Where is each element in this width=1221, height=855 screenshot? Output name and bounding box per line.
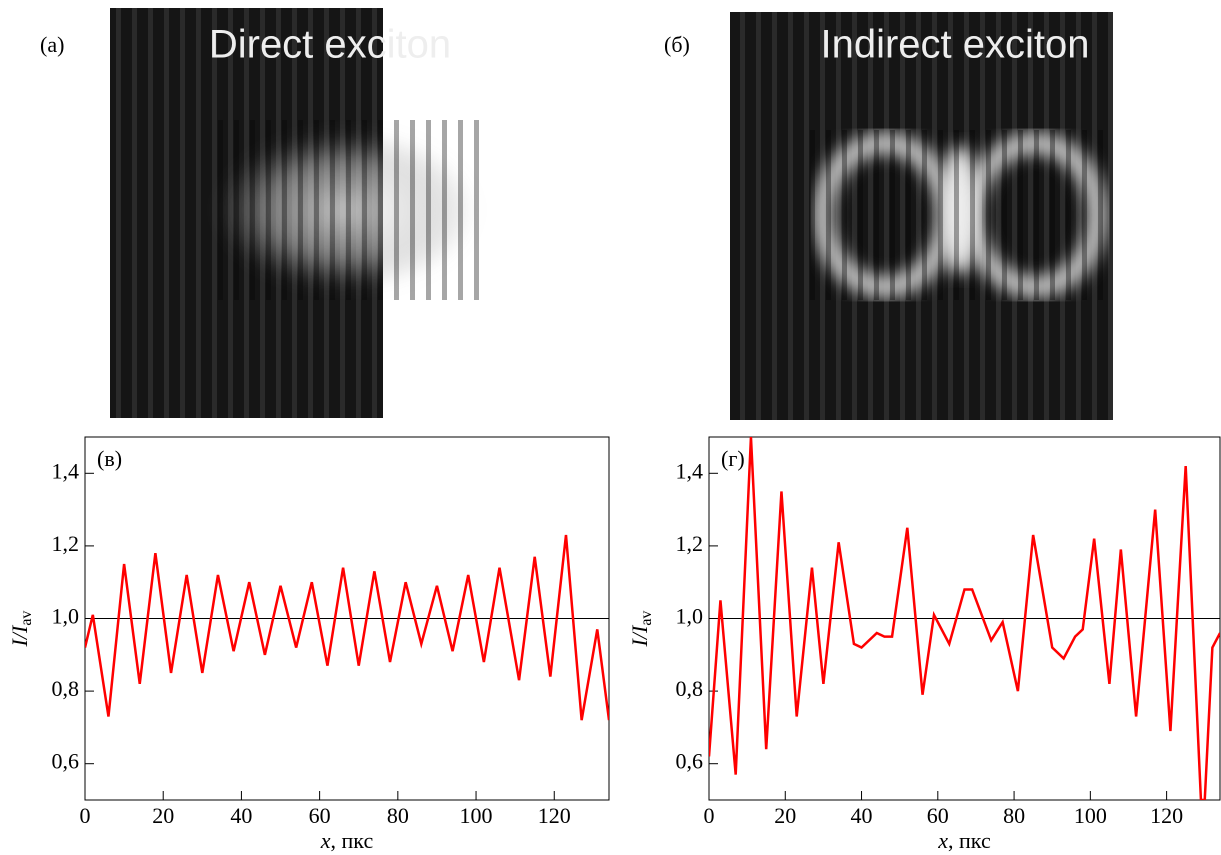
image-title: Indirect exciton xyxy=(820,23,1089,67)
y-tick-label: 1,2 xyxy=(52,531,80,556)
x-axis-label: x, пкс xyxy=(320,828,374,853)
y-axis-sub: av xyxy=(638,611,655,626)
y-tick-label: 0,8 xyxy=(52,676,80,701)
y-axis-label: I/Iav xyxy=(627,611,655,648)
data-line xyxy=(709,437,1220,800)
x-tick-label: 20 xyxy=(774,803,796,828)
panel-label: (в) xyxy=(97,446,122,471)
panel-label: (б) xyxy=(664,32,690,57)
x-tick-label: 120 xyxy=(538,803,571,828)
data-line xyxy=(85,534,609,721)
y-tick-label: 0,6 xyxy=(676,749,704,774)
x-tick-label: 80 xyxy=(387,803,409,828)
image-a xyxy=(110,8,480,418)
x-axis-var: x xyxy=(320,828,331,853)
y-tick-label: 1,2 xyxy=(676,531,704,556)
y-tick-label: 1,4 xyxy=(52,458,80,483)
x-tick-label: 0 xyxy=(80,803,91,828)
x-axis-label: x, пкс xyxy=(937,828,991,853)
x-tick-label: 0 xyxy=(704,803,715,828)
x-axis-var: x xyxy=(937,828,948,853)
x-tick-label: 20 xyxy=(152,803,174,828)
image-title: Direct exciton xyxy=(209,23,451,67)
y-axis-sub: av xyxy=(18,611,35,626)
y-tick-label: 1,0 xyxy=(676,604,704,629)
y-tick-label: 1,4 xyxy=(676,458,704,483)
x-tick-label: 40 xyxy=(851,803,873,828)
x-tick-label: 40 xyxy=(230,803,252,828)
y-axis-label: I/Iav xyxy=(7,611,35,648)
panel-label: (г) xyxy=(721,446,745,471)
x-tick-label: 100 xyxy=(460,803,493,828)
panel-label: (a) xyxy=(40,32,64,57)
image-b xyxy=(730,12,1113,420)
x-tick-label: 120 xyxy=(1150,803,1183,828)
y-tick-label: 1,0 xyxy=(52,604,80,629)
x-axis-unit: , пкс xyxy=(948,828,991,853)
x-tick-label: 80 xyxy=(1003,803,1025,828)
x-tick-label: 100 xyxy=(1074,803,1107,828)
x-tick-label: 60 xyxy=(309,803,331,828)
y-tick-label: 0,6 xyxy=(52,749,80,774)
y-tick-label: 0,8 xyxy=(676,676,704,701)
x-axis-unit: , пкс xyxy=(331,828,374,853)
y-axis-var: I/I xyxy=(7,624,32,647)
x-tick-label: 60 xyxy=(927,803,949,828)
y-axis-var: I/I xyxy=(627,624,652,647)
